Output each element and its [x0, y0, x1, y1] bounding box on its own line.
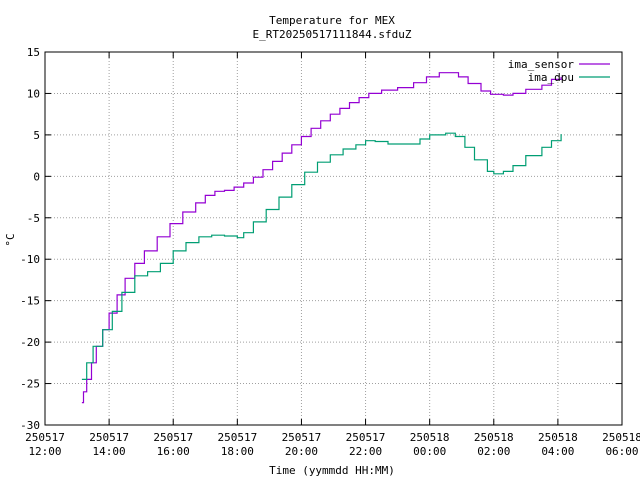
series-layer	[81, 72, 562, 404]
y-tick-label: -5	[27, 212, 40, 225]
x-tick-date: 250517	[217, 431, 257, 444]
x-tick-date: 250517	[89, 431, 129, 444]
y-axis-label: °C	[4, 233, 17, 246]
x-axis-label: Time (yymmdd HH:MM)	[269, 464, 395, 477]
legend-label: ima_sensor	[508, 58, 575, 71]
y-tick-label: -15	[20, 295, 40, 308]
series-line-ima-dpu	[81, 132, 562, 380]
y-tick-label: -10	[20, 253, 40, 266]
y-tick-label: 0	[33, 170, 40, 183]
y-tick-label: -30	[20, 419, 40, 432]
x-tick-date: 250517	[153, 431, 193, 444]
y-tick-label: -20	[20, 336, 40, 349]
x-tick-date: 250518	[538, 431, 578, 444]
x-tick-date: 250518	[410, 431, 450, 444]
chart-subtitle: E_RT20250517111844.sfduZ	[253, 28, 412, 41]
series-line-ima-sensor	[81, 72, 562, 404]
x-tick-time: 16:00	[157, 445, 190, 458]
y-tick-label: 15	[27, 46, 40, 59]
x-tick-time: 02:00	[477, 445, 510, 458]
tick-marks	[44, 51, 623, 426]
x-tick-date: 250518	[602, 431, 640, 444]
y-tick-label: 10	[27, 87, 40, 100]
y-tick-label: -25	[20, 378, 40, 391]
x-tick-date: 250517	[346, 431, 386, 444]
x-tick-time: 00:00	[413, 445, 446, 458]
x-tick-time: 12:00	[28, 445, 61, 458]
x-tick-time: 20:00	[285, 445, 318, 458]
chart-title: Temperature for MEX	[269, 14, 395, 27]
x-tick-time: 18:00	[221, 445, 254, 458]
grid-lines	[45, 52, 622, 425]
y-tick-labels: -30 -25 -20 -15 -10 -5 0 5 10 15	[20, 46, 40, 432]
x-tick-time: 22:00	[349, 445, 382, 458]
plot-border	[44, 51, 623, 426]
x-tick-time: 06:00	[605, 445, 638, 458]
y-tick-label: 5	[33, 129, 40, 142]
x-tick-date: 250517	[282, 431, 322, 444]
x-tick-date: 250517	[25, 431, 65, 444]
x-tick-time: 14:00	[93, 445, 126, 458]
x-tick-labels: 25051712:0025051714:0025051716:002505171…	[25, 431, 640, 458]
x-tick-time: 04:00	[541, 445, 574, 458]
legend-label: ima_dpu	[528, 71, 574, 84]
x-tick-date: 250518	[474, 431, 514, 444]
